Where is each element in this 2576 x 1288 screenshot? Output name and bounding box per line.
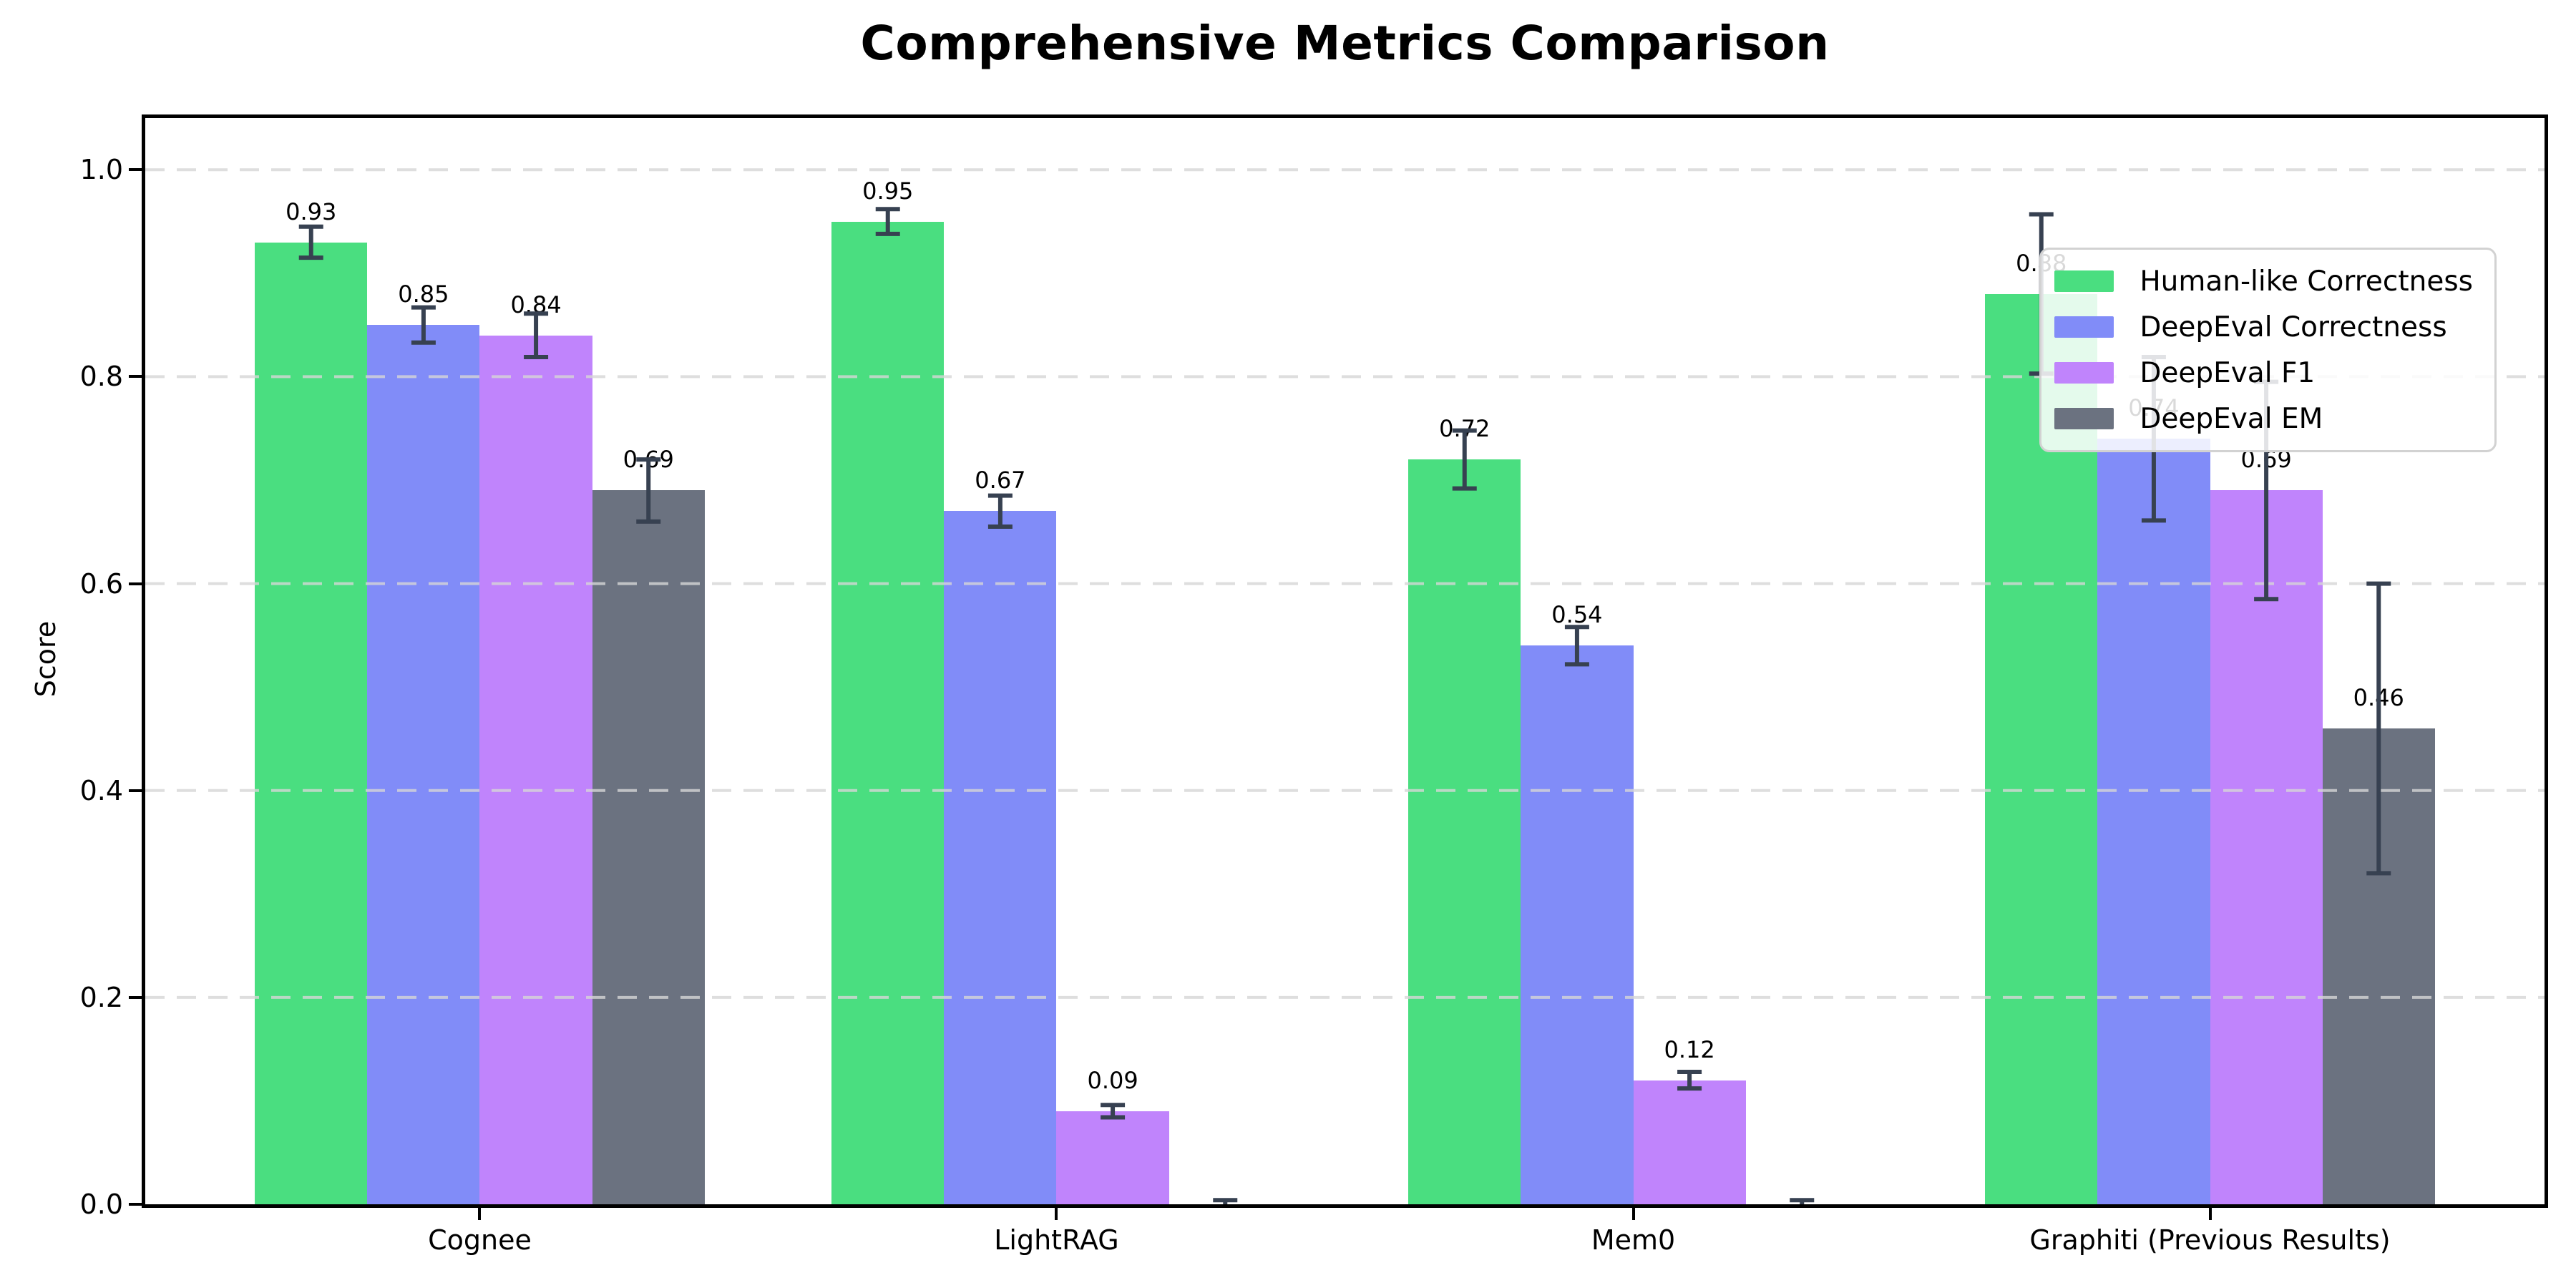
legend-label: DeepEval F1 [2140,356,2316,389]
value-label: 0.93 [286,197,337,225]
legend-item-3: DeepEval F1 [2054,350,2473,396]
bar-3-2 [1056,1111,1169,1204]
value-label: 0.46 [2353,683,2404,711]
bar-2-2 [944,511,1057,1204]
y-tick-mark [129,995,142,999]
bar-3-1 [479,335,592,1204]
value-label: 0.69 [623,446,674,474]
chart-title: Comprehensive Metrics Comparison [860,16,1830,71]
x-tick-mark [478,1208,482,1220]
y-tick-mark [129,168,142,172]
plot-inner: 0.930.950.720.880.850.670.540.740.840.09… [145,118,2545,1204]
y-tick-label: 0.2 [79,981,123,1013]
legend-item-1: Human-like Correctness [2054,258,2473,304]
value-label: 0.67 [975,467,1026,494]
y-tick-label: 1.0 [79,154,123,186]
bar-4-4 [2322,728,2435,1204]
legend-swatch-3 [2054,362,2114,384]
bar-2-3 [1521,645,1634,1204]
bar-3-4 [2210,490,2323,1204]
x-tick-label-4: Graphiti (Previous Results) [2029,1224,2391,1256]
value-label: 0.84 [510,291,562,318]
legend-swatch-4 [2054,408,2114,429]
legend-item-2: DeepEval Correctness [2054,304,2473,350]
x-tick-mark [2208,1208,2212,1220]
x-tick-label-1: Cognee [428,1224,532,1256]
value-label: 0.72 [1439,415,1491,443]
y-tick-label: 0.4 [79,774,123,806]
y-tick-label: 0.6 [79,567,123,600]
value-label: 0.12 [1664,1035,1715,1063]
x-tick-label-3: Mem0 [1591,1224,1676,1256]
legend-swatch-1 [2054,270,2114,292]
value-label: 0.54 [1551,601,1603,629]
y-tick-label: 0.0 [79,1189,123,1220]
y-tick-mark [129,789,142,792]
value-label: 0.95 [862,177,914,205]
bar-4-1 [592,490,705,1204]
y-axis-title: Score [30,620,62,698]
bar-3-3 [1633,1080,1746,1204]
legend-swatch-2 [2054,316,2114,338]
y-tick-mark [129,375,142,379]
bar-1-1 [255,242,368,1204]
legend-label: DeepEval EM [2140,402,2323,435]
y-tick-mark [129,582,142,585]
bar-2-1 [367,325,480,1204]
x-tick-mark [1055,1208,1058,1220]
x-tick-label-2: LightRAG [994,1224,1119,1256]
legend: Human-like Correctness DeepEval Correctne… [2039,248,2497,452]
y-tick-label: 0.8 [79,361,123,393]
legend-item-4: DeepEval EM [2054,396,2473,441]
legend-label: Human-like Correctness [2140,265,2473,298]
plot-area: 0.930.950.720.880.850.670.540.740.840.09… [142,114,2548,1208]
value-label: 0.09 [1087,1066,1138,1094]
value-label: 0.85 [398,280,449,308]
bar-1-2 [831,221,945,1204]
legend-label: DeepEval Correctness [2140,311,2447,343]
bar-2-4 [2097,439,2210,1204]
bar-1-3 [1408,459,1521,1204]
x-tick-mark [1631,1208,1635,1220]
y-tick-mark [129,1203,142,1206]
